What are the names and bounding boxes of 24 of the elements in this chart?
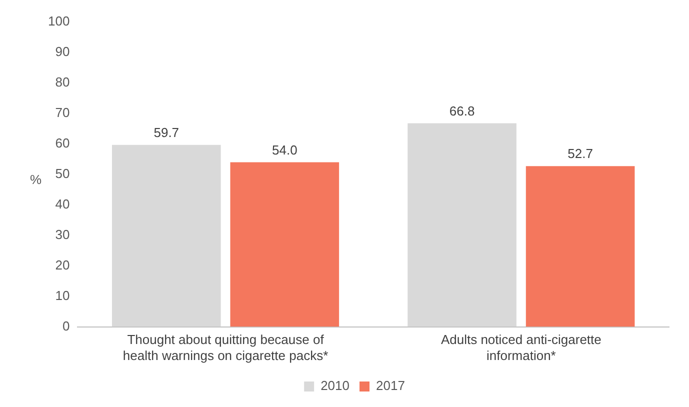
x-tick-label: Thought about quitting because of health warnings on cigarette packs* xyxy=(122,332,328,363)
y-tick-label: 10 xyxy=(55,288,70,303)
bar xyxy=(408,123,516,327)
y-tick-label: 30 xyxy=(55,226,70,242)
y-tick-label: 100 xyxy=(48,14,70,29)
data-label: 54.0 xyxy=(272,142,298,158)
legend-label: 2017 xyxy=(376,378,405,394)
data-label: 52.7 xyxy=(568,146,593,162)
y-tick-label: 60 xyxy=(55,136,70,150)
data-label: 59.7 xyxy=(154,124,180,140)
legend-label: 2010 xyxy=(320,378,350,394)
y-tick-label: 90 xyxy=(55,44,70,60)
bar xyxy=(112,144,221,327)
y-tick-label: 20 xyxy=(55,257,70,272)
y-tick-label: 50 xyxy=(55,166,70,181)
bar xyxy=(230,162,340,327)
y-axis-title: % xyxy=(30,172,42,187)
y-tick-label: 80 xyxy=(55,74,70,90)
y-tick-label: 70 xyxy=(55,105,70,120)
y-tick-label: 40 xyxy=(55,196,70,212)
data-label: 66.8 xyxy=(449,103,475,118)
bar xyxy=(526,166,635,327)
y-tick-label: 0 xyxy=(62,318,70,334)
x-tick-label: Adults noticed anti-cigarette information* xyxy=(440,332,602,363)
